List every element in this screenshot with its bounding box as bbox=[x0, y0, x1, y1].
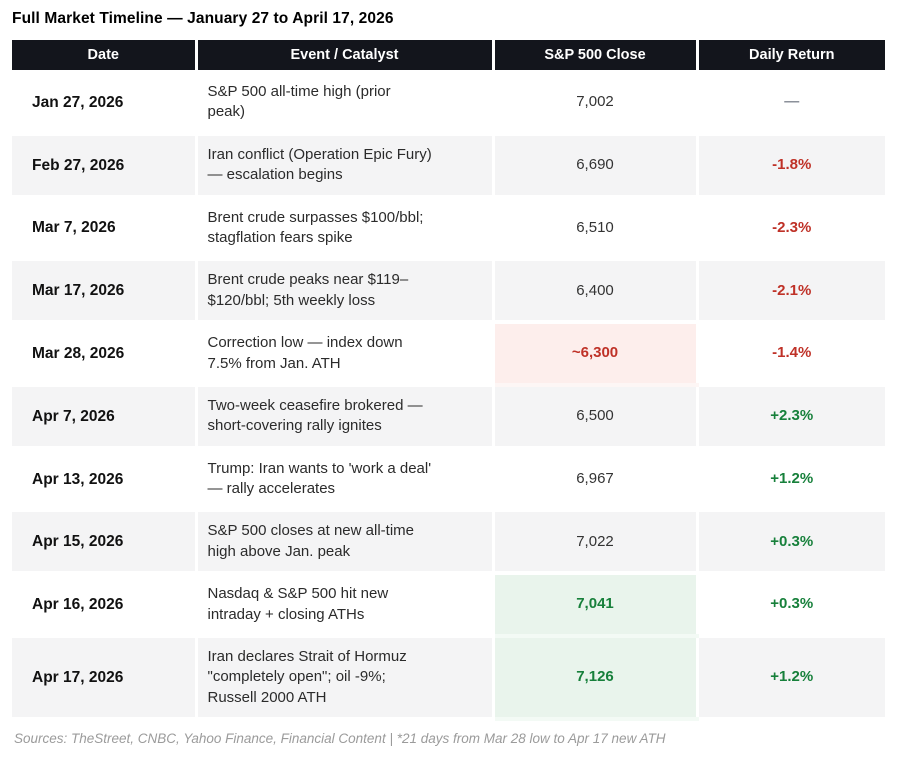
return-cell: -1.8% bbox=[697, 133, 885, 199]
close-cell: 6,500 bbox=[493, 384, 699, 450]
table-row: Jan 27, 2026 S&P 500 all-time high (prio… bbox=[12, 71, 885, 136]
event-cell: Trump: Iran wants to 'work a deal' — ral… bbox=[196, 447, 495, 513]
table-row: Apr 16, 2026 Nasdaq & S&P 500 hit new in… bbox=[12, 573, 885, 639]
date-cell: Feb 27, 2026 bbox=[12, 133, 198, 199]
close-cell: 7,022 bbox=[493, 510, 699, 576]
table-body: Jan 27, 2026 S&P 500 all-time high (prio… bbox=[12, 71, 885, 722]
date-cell: Apr 16, 2026 bbox=[12, 573, 198, 639]
column-header-1: Event / Catalyst bbox=[196, 40, 495, 73]
return-cell: — bbox=[697, 71, 885, 136]
close-cell: 7,002 bbox=[493, 71, 699, 136]
column-header-3: Daily Return bbox=[697, 40, 885, 73]
table-row: Feb 27, 2026 Iran conflict (Operation Ep… bbox=[12, 133, 885, 199]
event-cell: Iran conflict (Operation Epic Fury) — es… bbox=[196, 133, 495, 199]
event-cell: Brent crude surpasses $100/bbl; stagflat… bbox=[196, 196, 495, 262]
table-row: Mar 28, 2026 Correction low — index down… bbox=[12, 322, 885, 387]
source-note: Sources: TheStreet, CNBC, Yahoo Finance,… bbox=[14, 731, 666, 747]
event-cell: S&P 500 all-time high (prior peak) bbox=[196, 71, 495, 136]
page-title: Full Market Timeline — January 27 to Apr… bbox=[12, 10, 394, 27]
table-row: Apr 13, 2026 Trump: Iran wants to 'work … bbox=[12, 447, 885, 513]
close-cell: 6,400 bbox=[493, 259, 699, 325]
event-cell: Nasdaq & S&P 500 hit new intraday + clos… bbox=[196, 573, 495, 639]
return-cell: -2.3% bbox=[697, 196, 885, 262]
date-cell: Jan 27, 2026 bbox=[12, 71, 198, 136]
date-cell: Mar 17, 2026 bbox=[12, 259, 198, 325]
date-cell: Apr 13, 2026 bbox=[12, 447, 198, 513]
close-cell: 6,967 bbox=[493, 447, 699, 513]
event-cell: S&P 500 closes at new all-time high abov… bbox=[196, 510, 495, 576]
close-cell: 7,041 bbox=[493, 573, 699, 639]
return-cell: +2.3% bbox=[697, 384, 885, 450]
date-cell: Mar 28, 2026 bbox=[12, 322, 198, 387]
return-cell: +0.3% bbox=[697, 510, 885, 576]
timeline-table: Date Event / Catalyst S&P 500 Close Daily R… bbox=[12, 40, 885, 722]
event-cell: Two-week ceasefire brokered — short-cove… bbox=[196, 384, 495, 450]
close-cell: 6,690 bbox=[493, 133, 699, 199]
table-row: Apr 15, 2026 S&P 500 closes at new all-t… bbox=[12, 510, 885, 576]
date-cell: Apr 7, 2026 bbox=[12, 384, 198, 450]
table-row: Mar 17, 2026 Brent crude peaks near $119… bbox=[12, 259, 885, 325]
column-header-0: Date bbox=[12, 40, 198, 73]
event-cell: Correction low — index down 7.5% from Ja… bbox=[196, 322, 495, 387]
column-header-2: S&P 500 Close bbox=[493, 40, 699, 73]
header-row: Date Event / Catalyst S&P 500 Close Daily R… bbox=[12, 40, 885, 73]
close-cell: ~6,300 bbox=[493, 322, 699, 387]
return-cell: +1.2% bbox=[697, 447, 885, 513]
event-cell: Brent crude peaks near $119– $120/bbl; 5… bbox=[196, 259, 495, 325]
return-cell: -2.1% bbox=[697, 259, 885, 325]
table-row: Apr 7, 2026 Two-week ceasefire brokered … bbox=[12, 384, 885, 450]
table-row: Mar 7, 2026 Brent crude surpasses $100/b… bbox=[12, 196, 885, 262]
close-cell: 6,510 bbox=[493, 196, 699, 262]
return-cell: -1.4% bbox=[697, 322, 885, 387]
date-cell: Apr 15, 2026 bbox=[12, 510, 198, 576]
date-cell: Mar 7, 2026 bbox=[12, 196, 198, 262]
return-cell: +0.3% bbox=[697, 573, 885, 639]
